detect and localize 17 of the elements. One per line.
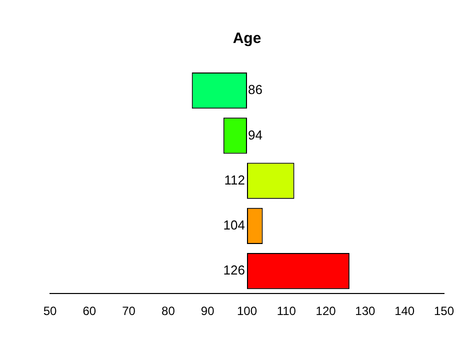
x-tick-label: 130: [355, 304, 376, 318]
data-label: 126: [223, 262, 245, 278]
x-tick-label: 150: [434, 304, 454, 318]
x-tick-label: 140: [394, 304, 415, 318]
data-label: 86: [248, 82, 262, 98]
x-tick-label: 120: [316, 304, 336, 318]
x-tick-label: 50: [43, 304, 57, 318]
chart-title: Age: [232, 30, 262, 48]
data-label: 112: [224, 172, 245, 188]
x-tick-label: 60: [82, 304, 96, 318]
x-tick-label: 80: [162, 304, 176, 318]
data-label: 104: [223, 218, 245, 232]
x-tick-label: 110: [276, 304, 296, 318]
data-label: 94: [248, 127, 262, 142]
x-tick-label: 70: [122, 304, 136, 318]
x-tick-label: 90: [200, 304, 215, 318]
x-tick-label: 100: [236, 304, 258, 318]
